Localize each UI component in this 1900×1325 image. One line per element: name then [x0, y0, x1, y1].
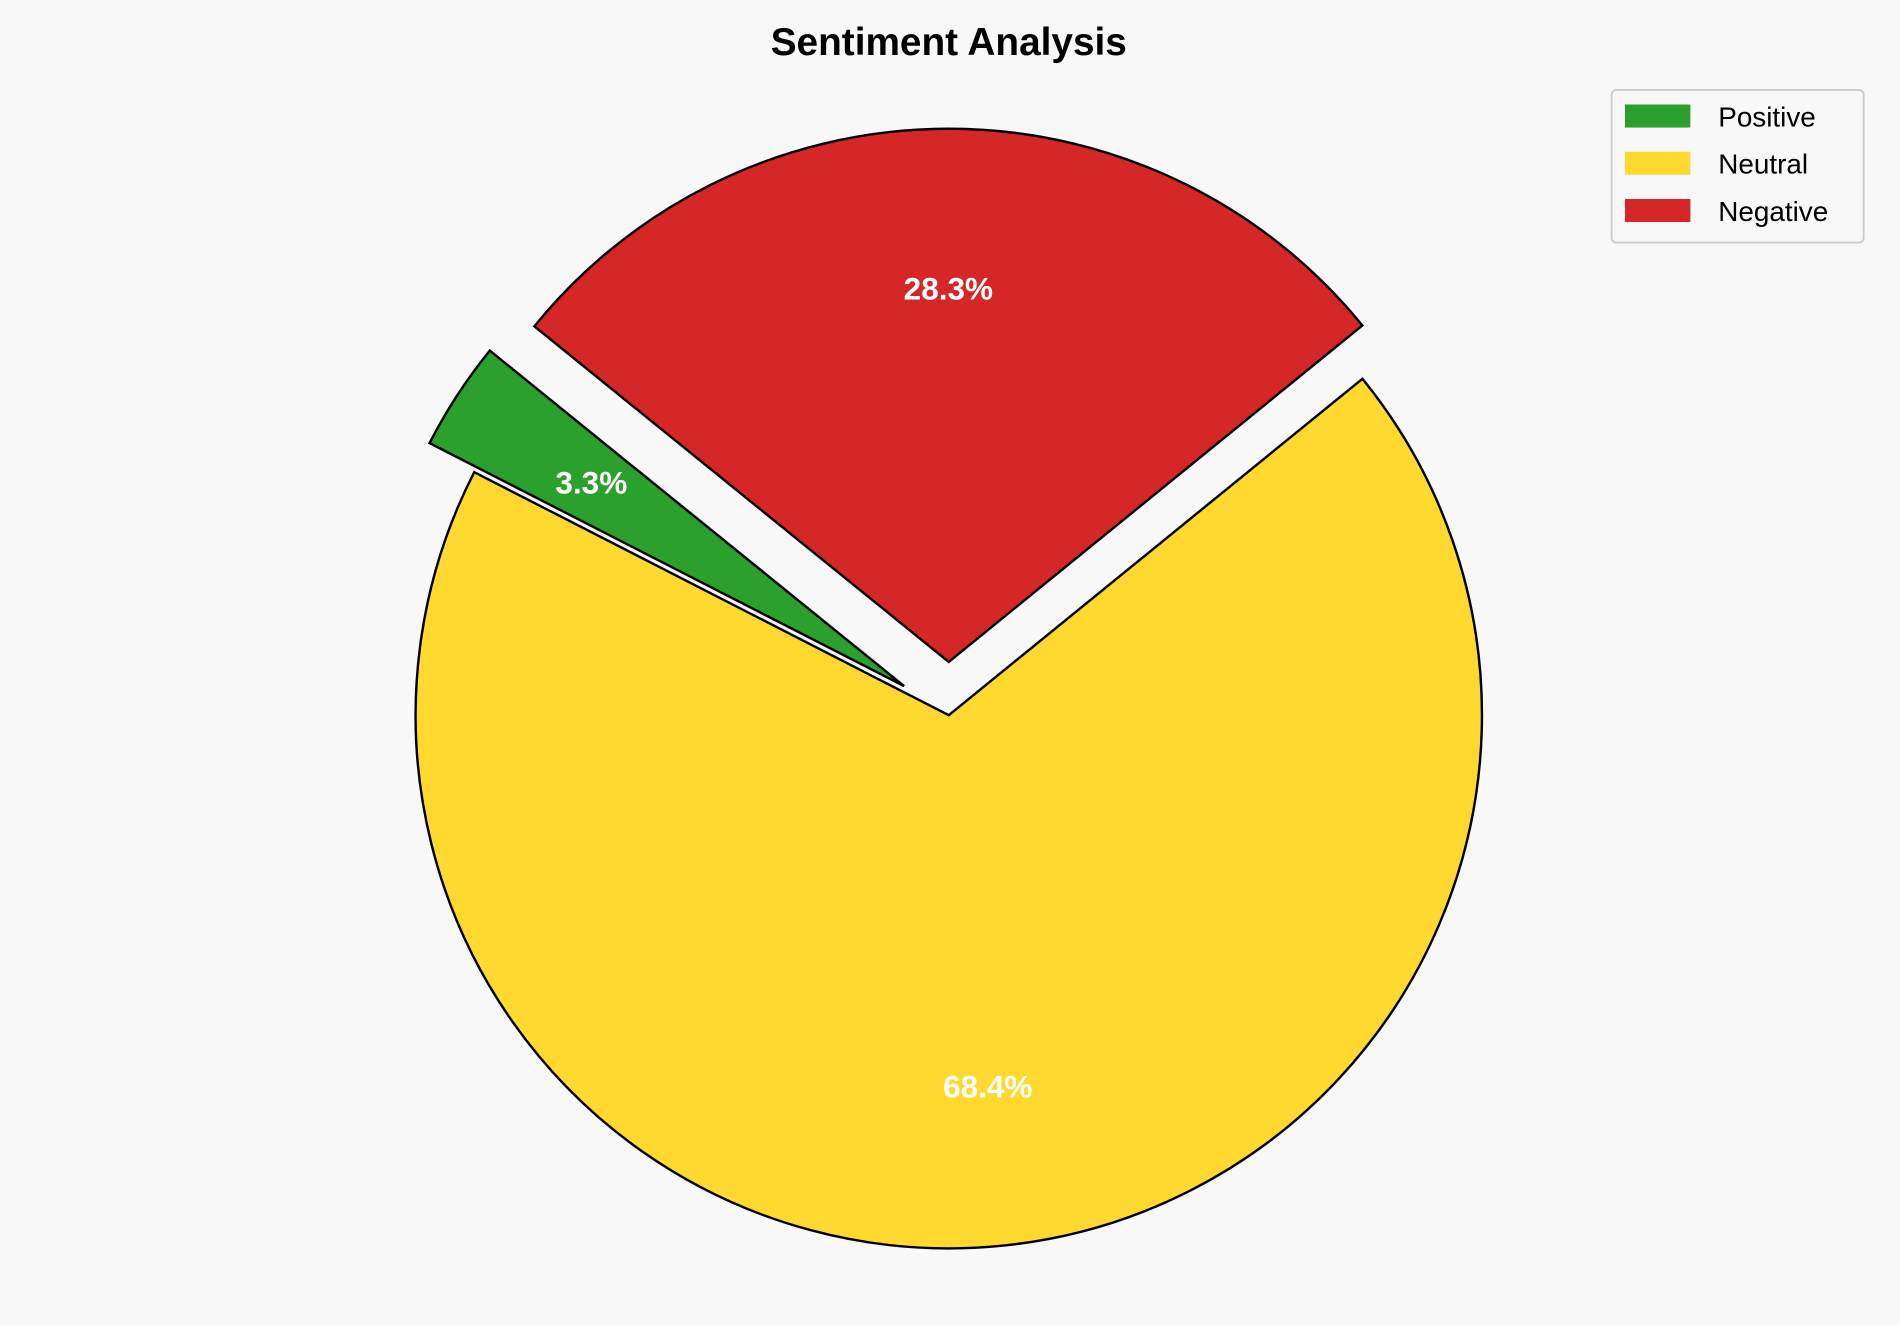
pie-slice-neutral	[414, 377, 1484, 1250]
legend: Positive Neutral Negative	[1610, 89, 1865, 244]
pct-label-negative: 28.3%	[904, 271, 993, 307]
legend-label-negative: Negative	[1718, 196, 1828, 227]
pie-slice-negative	[532, 127, 1365, 664]
legend-swatch-positive	[1624, 104, 1691, 128]
legend-label-neutral: Neutral	[1718, 149, 1808, 180]
pct-label-neutral: 68.4%	[943, 1068, 1032, 1104]
pct-label-positive: 3.3%	[555, 464, 627, 500]
legend-swatch-negative	[1624, 199, 1691, 223]
chart-title: Sentiment Analysis	[771, 21, 1127, 64]
legend-label-positive: Positive	[1718, 101, 1816, 132]
legend-swatch-neutral	[1624, 151, 1691, 175]
pie-slice-positive	[427, 348, 905, 688]
